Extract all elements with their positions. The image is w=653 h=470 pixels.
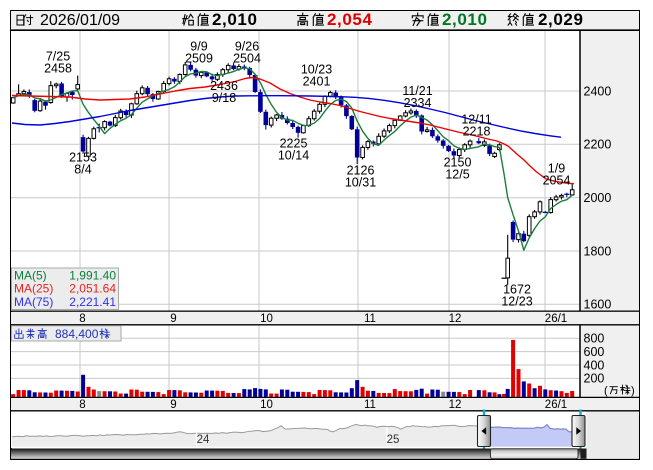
svg-text:600: 600 xyxy=(584,345,605,359)
svg-text:MA(75): MA(75) xyxy=(14,295,53,309)
svg-text:2,029: 2,029 xyxy=(538,10,584,29)
svg-text:25: 25 xyxy=(387,434,400,446)
svg-text:10/23: 10/23 xyxy=(301,62,332,76)
svg-text:10: 10 xyxy=(260,399,273,411)
svg-text:12/11: 12/11 xyxy=(461,112,491,126)
svg-text:2054: 2054 xyxy=(543,174,571,188)
svg-text:1,991.40: 1,991.40 xyxy=(69,268,116,282)
svg-text:800: 800 xyxy=(584,332,605,346)
svg-text:2400: 2400 xyxy=(584,84,612,98)
svg-text:2200: 2200 xyxy=(584,138,612,152)
svg-text:2,221.41: 2,221.41 xyxy=(69,295,116,309)
svg-text:2150: 2150 xyxy=(444,155,472,169)
svg-text:9/18: 9/18 xyxy=(212,91,236,105)
svg-text:11/21: 11/21 xyxy=(402,84,432,98)
svg-text:12: 12 xyxy=(449,313,462,325)
svg-text:7/25: 7/25 xyxy=(46,49,70,63)
svg-text:2,010: 2,010 xyxy=(442,10,488,29)
svg-text:2126: 2126 xyxy=(347,163,375,177)
svg-text:9: 9 xyxy=(170,399,176,411)
svg-text:9/26: 9/26 xyxy=(235,39,259,53)
svg-text:2026/01/09: 2026/01/09 xyxy=(40,12,120,29)
svg-text:2218: 2218 xyxy=(463,125,491,139)
svg-text:1672: 1672 xyxy=(503,282,531,296)
svg-text:10: 10 xyxy=(260,313,273,325)
svg-text:10/14: 10/14 xyxy=(278,149,309,163)
svg-text:2436: 2436 xyxy=(210,79,238,93)
svg-text:26/1: 26/1 xyxy=(545,399,567,411)
svg-text:2,010: 2,010 xyxy=(212,10,258,29)
svg-text:12/23: 12/23 xyxy=(501,295,532,309)
svg-text:2153: 2153 xyxy=(69,150,97,164)
svg-text:MA(5): MA(5) xyxy=(14,268,47,282)
svg-text:26/1: 26/1 xyxy=(545,313,567,325)
svg-text:10/31: 10/31 xyxy=(345,176,376,190)
svg-text:2,051.64: 2,051.64 xyxy=(69,282,116,296)
svg-text:MA(25): MA(25) xyxy=(14,282,53,296)
svg-text:12: 12 xyxy=(449,399,462,411)
svg-text:400: 400 xyxy=(584,358,605,372)
svg-text:8: 8 xyxy=(79,399,85,411)
svg-text:1600: 1600 xyxy=(584,298,612,312)
svg-text:(: ( xyxy=(604,385,608,397)
svg-text:8/4: 8/4 xyxy=(74,163,91,177)
svg-text:2509: 2509 xyxy=(185,52,213,66)
svg-text:8: 8 xyxy=(79,313,85,325)
svg-text:1/9: 1/9 xyxy=(548,161,565,175)
svg-text:12/5: 12/5 xyxy=(445,168,469,182)
svg-text:2,054: 2,054 xyxy=(327,10,373,29)
svg-text:11: 11 xyxy=(364,313,376,325)
svg-text:2504: 2504 xyxy=(233,52,261,66)
svg-text:2225: 2225 xyxy=(280,136,308,150)
svg-text:2458: 2458 xyxy=(44,62,72,76)
svg-text:9: 9 xyxy=(170,313,176,325)
svg-text:2000: 2000 xyxy=(584,191,612,205)
svg-text:1800: 1800 xyxy=(584,244,612,258)
svg-text:884,400: 884,400 xyxy=(55,327,99,341)
svg-text:24: 24 xyxy=(197,434,210,446)
svg-text:): ) xyxy=(631,385,635,397)
svg-text:11: 11 xyxy=(364,399,376,411)
svg-text:9/9: 9/9 xyxy=(190,39,207,53)
svg-text:2334: 2334 xyxy=(404,96,432,110)
svg-text:2401: 2401 xyxy=(303,75,331,89)
svg-text:200: 200 xyxy=(584,372,605,386)
